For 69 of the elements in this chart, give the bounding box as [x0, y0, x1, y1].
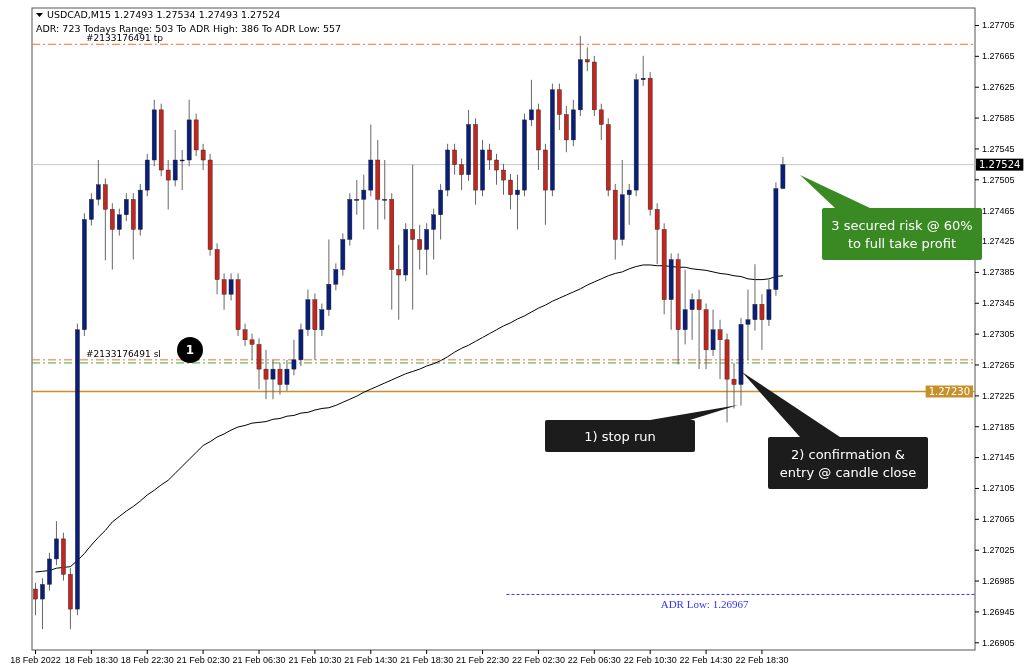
ref-line-label: ADR Low: 1.26967 [660, 598, 749, 611]
candlestick [529, 79, 534, 127]
candlestick [40, 577, 45, 630]
candlestick [89, 192, 94, 227]
y-tick-label: 1.26905 [982, 637, 1015, 648]
candlestick [487, 143, 492, 171]
candlestick [501, 163, 506, 196]
y-tick-label: 1.27625 [982, 82, 1015, 93]
annotation: 1) stop run [584, 428, 656, 444]
candlestick [585, 46, 590, 72]
candlestick [410, 164, 415, 311]
candlestick [452, 143, 457, 176]
x-tick-label: 21 Feb 14:30 [344, 655, 398, 666]
ref-line-label: 1.27524 [979, 159, 1021, 171]
ref-line-label: 1.27230 [928, 386, 970, 397]
y-tick-label: 1.27385 [982, 267, 1015, 278]
x-tick-label: 21 Feb 02:30 [176, 655, 230, 666]
y-tick-label: 1.27265 [982, 359, 1015, 370]
annotation: 3 secured risk @ 60% to full take profit [831, 217, 973, 251]
candlestick [508, 173, 513, 210]
chart-title: USDCAD,M15 1.27493 1.27534 1.27493 1.27524 [47, 9, 281, 20]
x-tick-label: 21 Feb 18:30 [400, 655, 454, 666]
x-tick-label: 22 Feb 14:30 [679, 655, 733, 666]
x-tick-label: 18 Feb 22:30 [120, 655, 174, 666]
y-tick-label: 1.27705 [982, 20, 1015, 31]
y-tick-label: 1.27665 [982, 51, 1015, 62]
candlestick [96, 159, 101, 207]
candlestick [515, 174, 520, 230]
ref-line-label: #2133176491 sl [86, 348, 161, 359]
y-tick-label: 1.27225 [982, 390, 1015, 401]
y-tick-label: 1.27145 [982, 452, 1015, 463]
x-tick-label: 21 Feb 10:30 [288, 655, 342, 666]
candlestick [431, 208, 436, 261]
y-tick-label: 1.26985 [982, 575, 1015, 586]
y-tick-label: 1.27345 [982, 298, 1015, 309]
x-tick-label: 22 Feb 10:30 [623, 655, 677, 666]
annotation: 1 [185, 343, 195, 358]
annotation: 2) confirmation & entry @ candle close [779, 446, 917, 480]
x-tick-label: 18 Feb 18:30 [64, 655, 118, 666]
candlestick [494, 153, 499, 186]
text: ADR: 723 Todays Range: 503 To ADR High: 386 To ADR Low: 557 [36, 23, 342, 34]
candlestick [396, 244, 402, 321]
candlestick [54, 520, 59, 566]
y-tick-label: 1.27465 [982, 205, 1015, 216]
candlestick [110, 202, 115, 271]
x-tick-label: 22 Feb 18:30 [735, 655, 789, 666]
x-tick-label: 21 Feb 06:30 [232, 655, 286, 666]
candlestick [417, 224, 422, 271]
y-tick-label: 1.27305 [982, 329, 1015, 340]
ref-line-label: #2133176491 tp [86, 33, 164, 44]
y-tick-label: 1.27065 [982, 514, 1015, 525]
candlestick [424, 222, 429, 276]
candlestick [459, 157, 464, 191]
y-tick-label: 1.27545 [982, 143, 1015, 154]
candlestick [599, 103, 604, 141]
x-tick-label: 18 Feb 2022 [10, 655, 61, 666]
y-tick-label: 1.27505 [982, 174, 1015, 185]
candlestick [33, 582, 38, 616]
x-tick-label: 22 Feb 02:30 [511, 655, 565, 666]
y-tick-label: 1.27585 [982, 112, 1015, 123]
candlestick [124, 192, 129, 222]
y-tick-label: 1.27185 [982, 421, 1015, 432]
y-tick-label: 1.27425 [982, 236, 1015, 247]
x-tick-label: 21 Feb 22:30 [456, 655, 510, 666]
candlestick [117, 208, 122, 237]
x-tick-label: 22 Feb 06:30 [567, 655, 621, 666]
y-tick-label: 1.27105 [982, 483, 1015, 494]
y-tick-label: 1.27025 [982, 545, 1015, 556]
y-tick-label: 1.26945 [982, 606, 1015, 617]
